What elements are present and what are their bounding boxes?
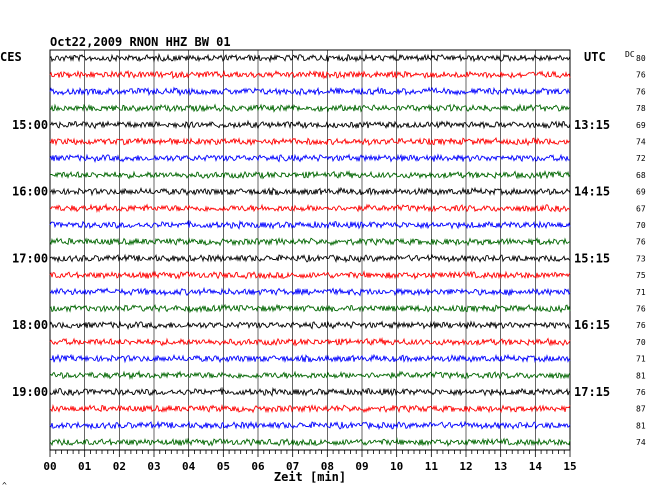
right-hour-label: 16:15 [574,318,610,332]
trace-row-21 [49,386,571,397]
x-tick-label: 08 [321,460,334,473]
right-hour-label: 14:15 [574,185,610,199]
trace-row-6 [49,137,571,147]
dc-value: 75 [636,271,646,280]
trace-row-22 [49,404,571,414]
trace-row-11 [49,219,571,230]
x-tick-label: 01 [78,460,92,473]
dc-value: 71 [636,355,646,364]
trace-row-12 [49,237,571,247]
left-hour-label: 15:00 [12,118,48,132]
dc-value: 81 [636,421,646,430]
dc-value: 76 [636,238,646,247]
x-tick-label: 09 [355,460,368,473]
trace-row-3 [49,86,571,97]
x-tick-label: 07 [286,460,299,473]
trace-row-1 [49,53,571,63]
x-tick-label: 02 [113,460,126,473]
dc-header: DC [625,50,635,59]
x-tick-label: 12 [459,460,472,473]
trace-row-14 [49,270,571,280]
trace-row-24 [49,437,571,447]
trace-row-19 [49,353,571,364]
grid-layer [49,49,571,457]
trace-row-7 [49,153,571,163]
dc-value: 70 [636,338,646,347]
trace-row-16 [49,303,571,314]
trace-layer [49,53,571,447]
chart-title: Oct22,2009 RNON HHZ BW 01 [50,35,231,49]
right-hour-label: 13:15 [574,118,610,132]
x-tick-label: 14 [529,460,543,473]
corner-mark: ^ [2,481,7,490]
right-hour-label: 15:15 [574,251,610,265]
x-tick-label: 06 [251,460,265,473]
dc-value: 76 [636,305,646,314]
dc-value: 69 [636,188,646,197]
x-tick-label: 00 [43,460,56,473]
trace-row-10 [49,203,571,213]
label-layer: Oct22,2009 RNON HHZ BW 01 CES UTC DC Zei… [0,35,646,490]
x-tick-label: 04 [182,460,196,473]
dc-value: 67 [636,204,646,213]
dc-value: 80 [636,54,646,63]
x-tick-label: 15 [563,460,576,473]
trace-row-23 [49,420,571,431]
dc-value: 81 [636,371,646,380]
dc-value: 72 [636,154,646,163]
x-tick-label: 11 [425,460,439,473]
dc-value: 76 [636,388,646,397]
dc-value: 70 [636,221,646,230]
dc-value: 78 [636,104,646,113]
right-axis-label: UTC [584,50,606,64]
x-axis-label: Zeit [min] [274,470,346,484]
dc-value: 68 [636,171,646,180]
dc-value: 69 [636,121,646,130]
trace-row-9 [49,186,571,197]
dc-value: 74 [636,438,646,447]
x-tick-label: 13 [494,460,507,473]
trace-row-17 [49,320,571,330]
x-tick-label: 03 [147,460,160,473]
dc-value: 74 [636,138,646,147]
dc-value: 76 [636,87,646,96]
dc-value: 76 [636,321,646,330]
x-tick-label: 10 [390,460,403,473]
dc-value: 73 [636,254,646,263]
trace-row-15 [49,286,571,297]
dc-value: 76 [636,71,646,80]
x-tick-label: 05 [217,460,230,473]
trace-row-20 [49,370,571,380]
right-hour-label: 17:15 [574,385,610,399]
left-hour-label: 18:00 [12,318,48,332]
trace-row-8 [49,169,571,180]
trace-row-5 [49,119,571,130]
dc-value: 87 [636,405,646,414]
dc-value: 71 [636,288,646,297]
trace-row-18 [49,336,571,347]
trace-row-4 [49,103,571,113]
left-hour-label: 17:00 [12,251,48,265]
left-hour-label: 16:00 [12,185,48,199]
trace-row-2 [49,69,571,80]
left-axis-label: CES [0,50,22,64]
left-hour-label: 19:00 [12,385,48,399]
trace-row-13 [49,253,571,264]
